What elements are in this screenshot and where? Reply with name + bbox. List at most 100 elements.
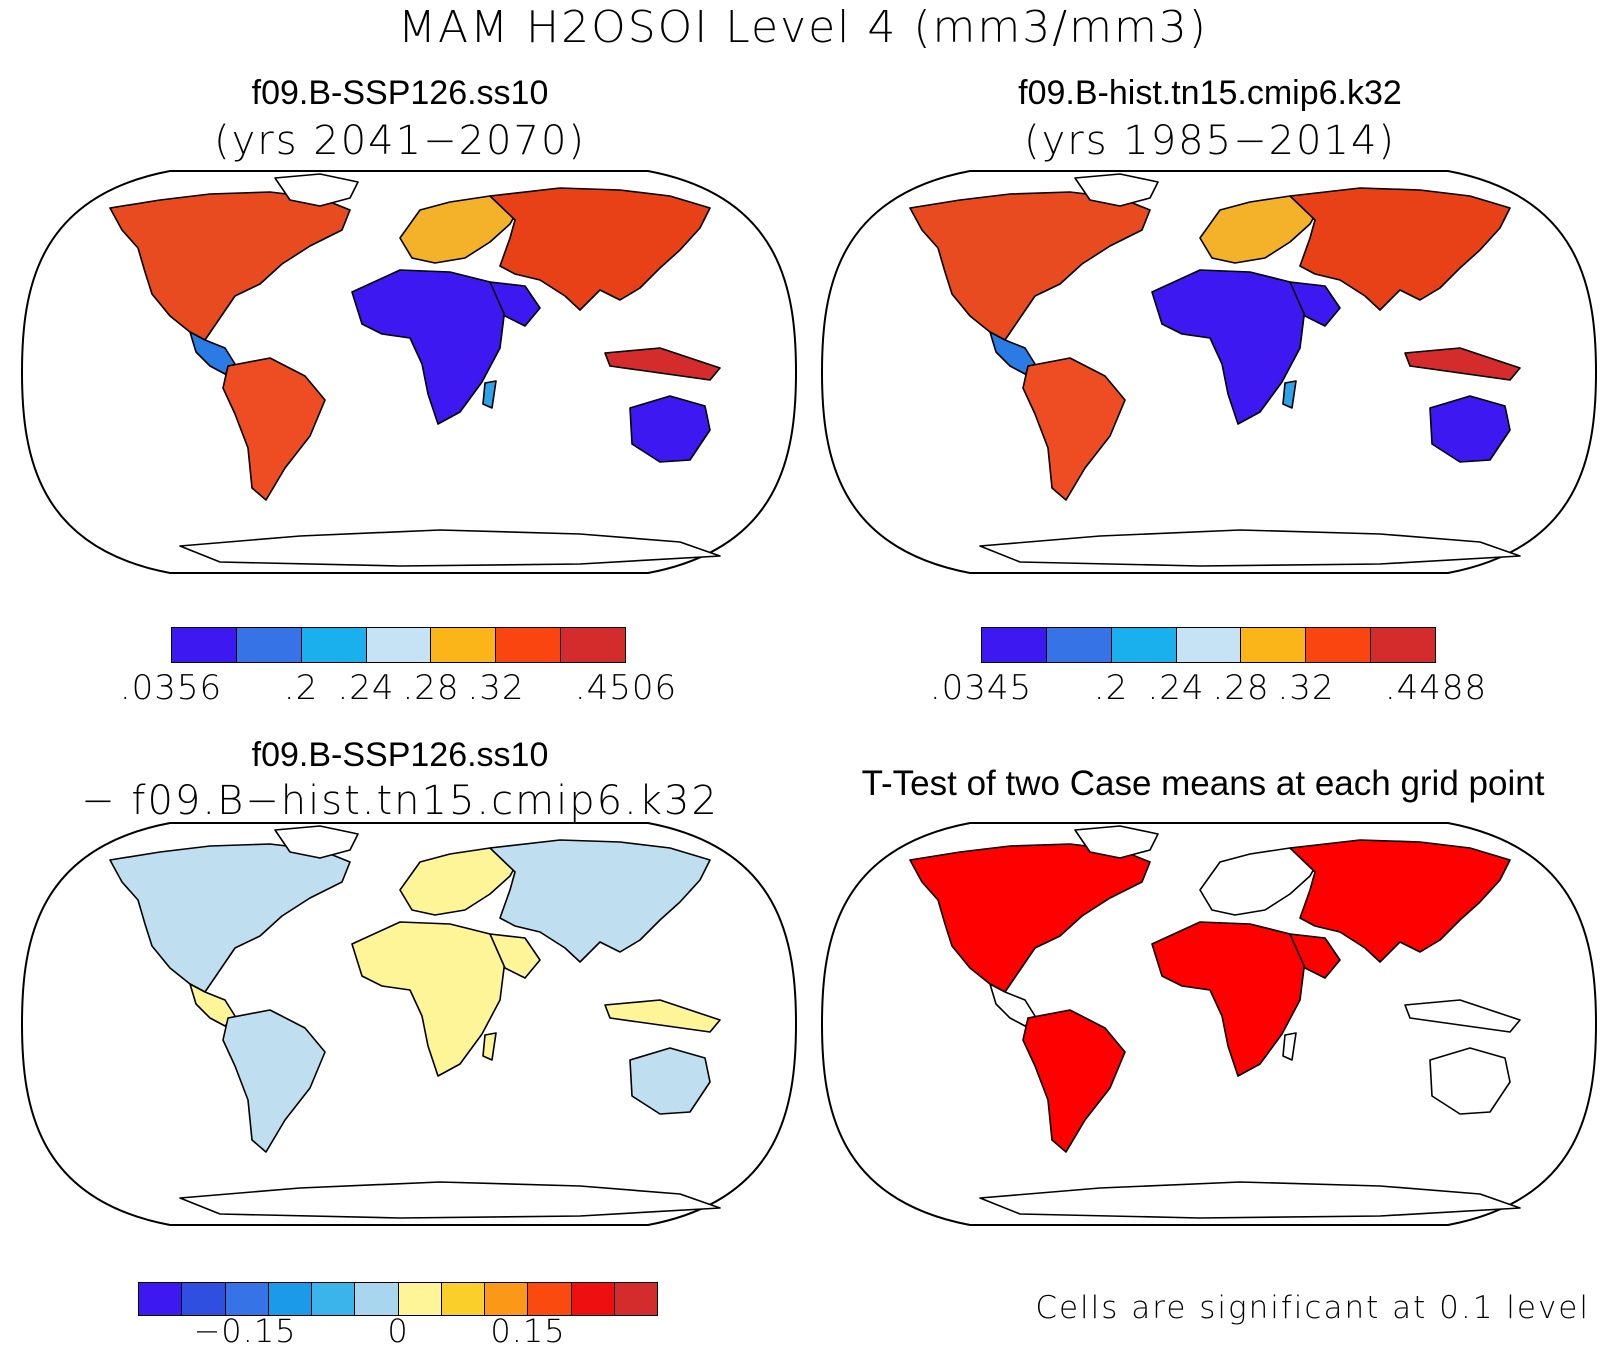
landmass-indo xyxy=(604,999,721,1033)
colorbar-cell xyxy=(1111,628,1177,662)
landmass-eur xyxy=(1199,847,1321,916)
main-title: MAM H2OSOI Level 4 (mm3/mm3) xyxy=(398,2,1208,53)
panel1-title: f09.B-SSP126.ss10 xyxy=(251,74,549,112)
landmass-aus xyxy=(629,1047,711,1115)
panel3-title: f09.B-SSP126.ss10 xyxy=(251,736,549,774)
colorbar-cell xyxy=(614,1283,657,1315)
colorbar-cell xyxy=(571,1283,615,1315)
colorbar-cell xyxy=(301,628,367,662)
landmass-indo xyxy=(1404,347,1521,381)
colorbar-cell xyxy=(485,1283,529,1315)
landmass-asia xyxy=(489,839,711,963)
colorbar-cell xyxy=(441,1283,485,1315)
colorbar-label: .24 xyxy=(1147,668,1205,708)
significance-note: Cells are significant at 0.1 level xyxy=(1035,1290,1590,1326)
landmass-eur xyxy=(1199,195,1321,264)
colorbar-cell xyxy=(139,1283,183,1315)
colorbar-cell xyxy=(312,1283,356,1315)
colorbar-label: .0345 xyxy=(929,668,1033,708)
colorbar-cell xyxy=(236,628,302,662)
landmass-sa xyxy=(1022,1009,1126,1153)
colorbar-label: .28 xyxy=(1212,668,1270,708)
colorbar-case1 xyxy=(171,627,626,663)
colorbar-label: .32 xyxy=(1277,668,1335,708)
landmass-arabia xyxy=(1289,281,1341,327)
colorbar-cell xyxy=(172,628,237,662)
landmass-greenland xyxy=(1074,173,1159,207)
colorbar-difference-labels: −0.15 0 0.15 xyxy=(0,1312,800,1350)
landmass-afr xyxy=(351,269,506,425)
landmass-aus xyxy=(1429,395,1511,463)
landmass-greenland xyxy=(274,825,359,859)
colorbar-label: .28 xyxy=(402,668,460,708)
landmass-sa xyxy=(1022,357,1126,501)
map-ttest xyxy=(820,822,1598,1226)
landmass-sa xyxy=(222,1009,326,1153)
colorbar-label: .0356 xyxy=(119,668,223,708)
colorbar-label: .4488 xyxy=(1384,668,1488,708)
landmass-aus xyxy=(1429,1047,1511,1115)
colorbar-label: .24 xyxy=(337,668,395,708)
colorbar-label: .2 xyxy=(1093,668,1129,708)
landmass-na xyxy=(109,191,351,341)
panel2-subtitle: (yrs 1985−2014) xyxy=(1024,118,1396,164)
colorbar-cell xyxy=(182,1283,226,1315)
landmass-eur xyxy=(399,195,521,264)
landmass-sa xyxy=(222,357,326,501)
map-case2 xyxy=(820,170,1598,574)
colorbar-cell xyxy=(366,628,432,662)
landmass-indo xyxy=(604,347,721,381)
colorbar-case1-labels: .0356 .2 .24 .28 .32 .4506 xyxy=(0,668,800,712)
landmass-arabia xyxy=(489,281,541,327)
landmass-aus xyxy=(629,395,711,463)
panel1-subtitle: (yrs 2041−2070) xyxy=(214,118,586,164)
colorbar-cell xyxy=(1046,628,1112,662)
colorbar-case2-labels: .0345 .2 .24 .28 .32 .4488 xyxy=(800,668,1600,712)
colorbar-difference xyxy=(138,1282,658,1316)
colorbar-cell xyxy=(1176,628,1242,662)
landmass-na xyxy=(909,191,1151,341)
colorbar-cell xyxy=(1371,628,1436,662)
landmass-eur xyxy=(399,847,521,916)
colorbar-cell xyxy=(355,1283,399,1315)
colorbar-label: −0.15 xyxy=(193,1312,297,1350)
landmass-na xyxy=(109,843,351,993)
colorbar-cell xyxy=(1241,628,1307,662)
landmass-afr xyxy=(1151,921,1306,1077)
landmass-ant xyxy=(979,529,1521,567)
colorbar-cell xyxy=(268,1283,312,1315)
colorbar-label: .2 xyxy=(283,668,319,708)
panel2-title: f09.B-hist.tn15.cmip6.k32 xyxy=(1018,74,1402,112)
landmass-na xyxy=(909,843,1151,993)
colorbar-label: .4506 xyxy=(574,668,678,708)
colorbar-label: 0.15 xyxy=(490,1312,566,1350)
landmass-mad xyxy=(1282,380,1297,409)
map-case1 xyxy=(20,170,798,574)
landmass-greenland xyxy=(1074,825,1159,859)
landmass-mad xyxy=(1282,1032,1297,1061)
landmass-mad xyxy=(482,1032,497,1061)
landmass-indo xyxy=(1404,999,1521,1033)
colorbar-cell xyxy=(982,628,1047,662)
colorbar-cell xyxy=(528,1283,572,1315)
colorbar-case2 xyxy=(981,627,1436,663)
landmass-asia xyxy=(489,187,711,311)
landmass-arabia xyxy=(489,933,541,979)
panel4-title: T-Test of two Case means at each grid po… xyxy=(861,764,1545,803)
colorbar-cell xyxy=(398,1283,442,1315)
landmass-arabia xyxy=(1289,933,1341,979)
landmass-asia xyxy=(1289,839,1511,963)
colorbar-cell xyxy=(431,628,497,662)
colorbar-label: .32 xyxy=(467,668,525,708)
panel3-subtitle: − f09.B−hist.tn15.cmip6.k32 xyxy=(81,778,719,824)
colorbar-cell xyxy=(496,628,562,662)
landmass-ant xyxy=(179,529,721,567)
landmass-afr xyxy=(351,921,506,1077)
landmass-ant xyxy=(179,1181,721,1219)
landmass-asia xyxy=(1289,187,1511,311)
landmass-afr xyxy=(1151,269,1306,425)
colorbar-cell xyxy=(1306,628,1372,662)
colorbar-cell xyxy=(561,628,626,662)
map-difference xyxy=(20,822,798,1226)
